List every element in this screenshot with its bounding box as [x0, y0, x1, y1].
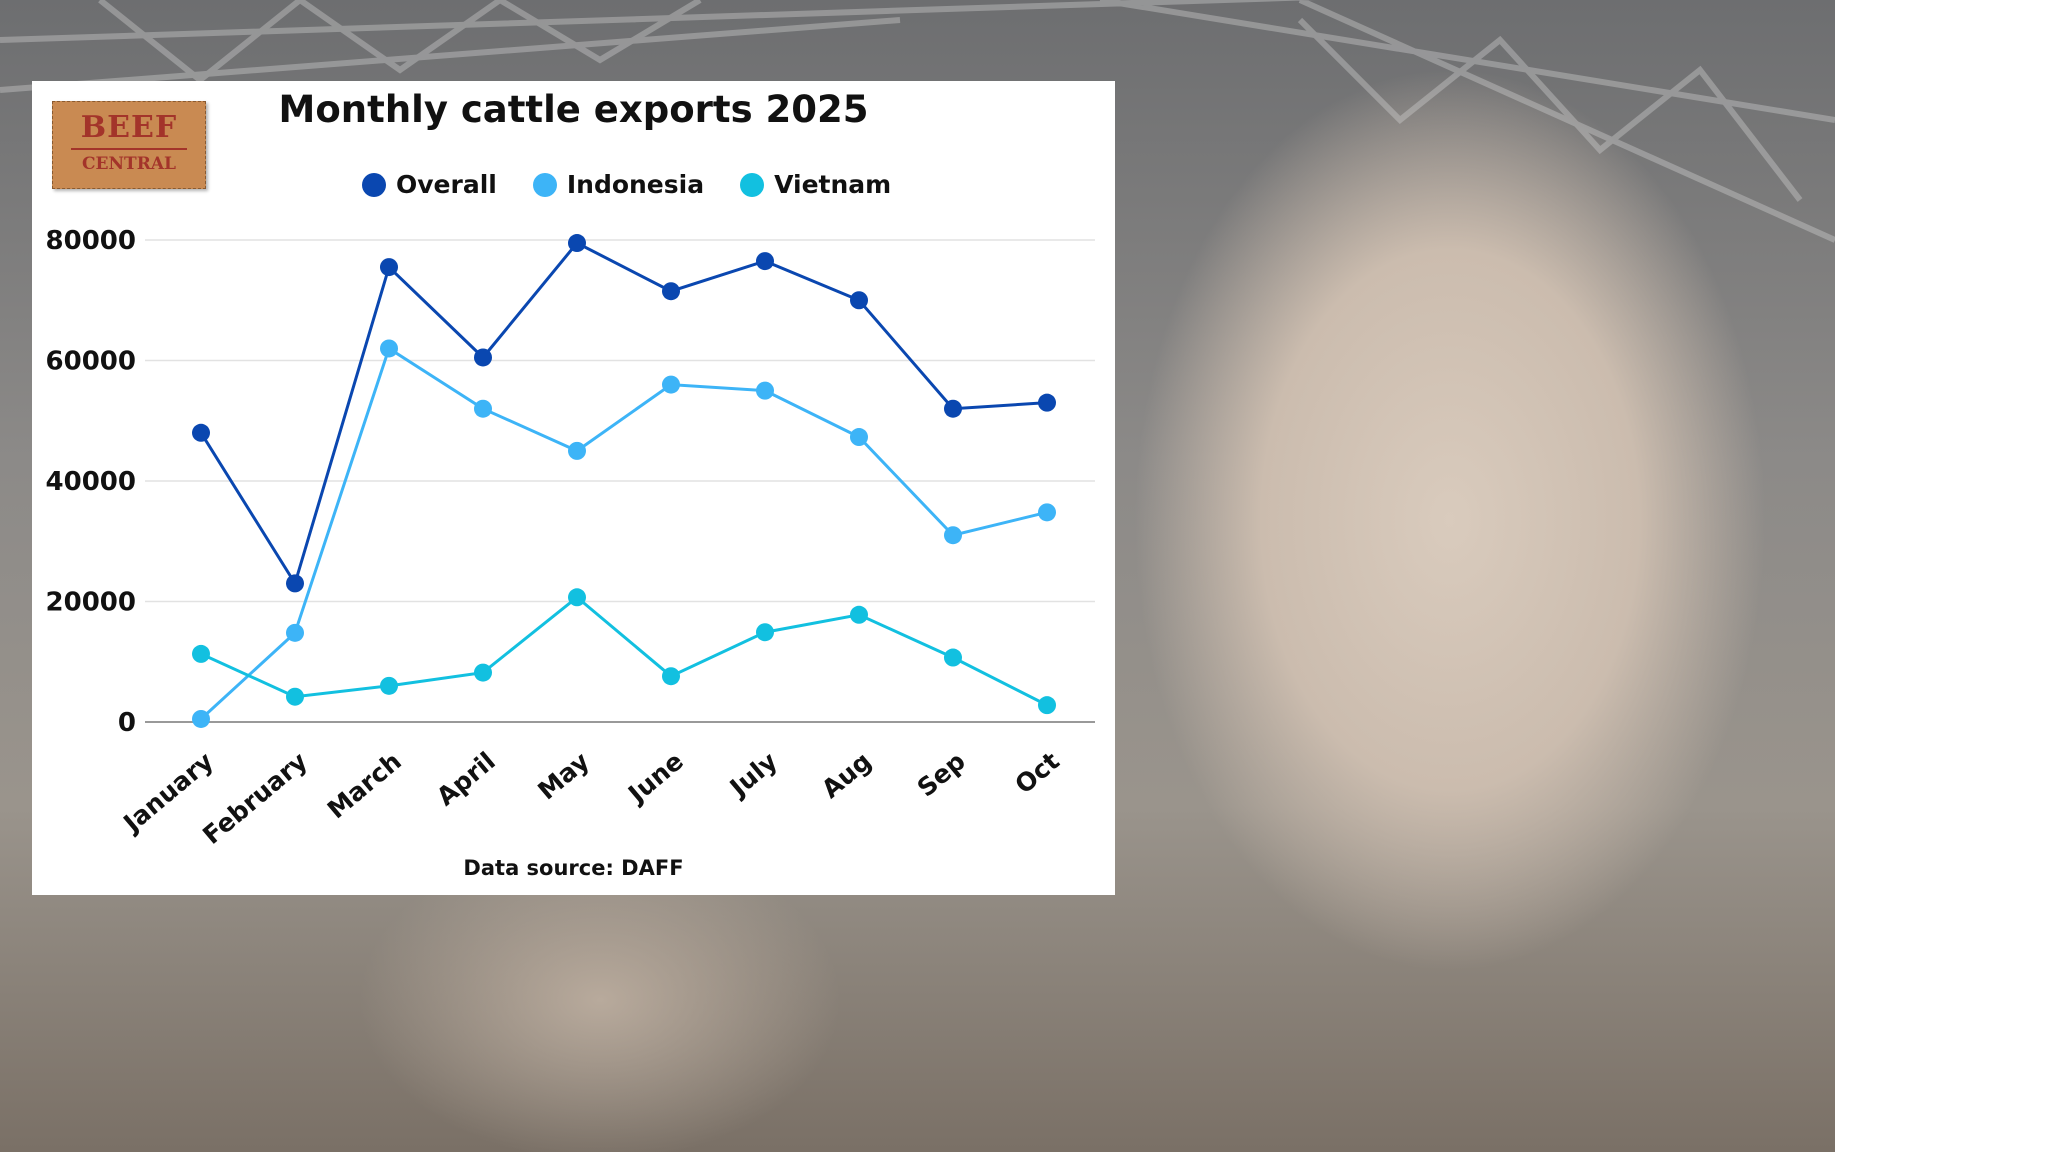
data-point-vietnam	[944, 648, 962, 667]
data-point-overall	[1038, 393, 1056, 412]
data-point-overall	[380, 258, 398, 277]
data-point-indonesia	[850, 428, 868, 447]
legend-swatch	[740, 172, 765, 197]
data-point-indonesia	[568, 441, 586, 460]
data-point-overall	[662, 282, 680, 301]
chart-panel	[32, 81, 1115, 895]
y-tick-label: 40000	[46, 467, 136, 497]
data-point-indonesia	[944, 526, 962, 545]
x-tick-label: May	[532, 746, 595, 805]
data-point-indonesia	[380, 339, 398, 358]
x-tick-label: March	[322, 746, 407, 824]
data-point-vietnam	[286, 687, 304, 706]
x-tick-label: Oct	[1009, 746, 1064, 799]
data-point-indonesia	[192, 709, 210, 728]
legend-swatch	[532, 172, 557, 197]
data-point-overall	[474, 348, 492, 367]
legend-label: Overall	[396, 170, 497, 199]
series-line-indonesia	[199, 346, 1048, 721]
roof-truss	[0, 0, 1835, 243]
data-point-vietnam	[568, 588, 586, 607]
data-point-overall	[192, 423, 210, 442]
data-point-overall	[944, 399, 962, 418]
x-tick-label: June	[621, 746, 689, 809]
legend-item-indonesia: Indonesia	[532, 170, 705, 199]
logo-text-central: CENTRAL	[71, 148, 187, 174]
data-point-indonesia	[474, 399, 492, 418]
data-point-vietnam	[662, 667, 680, 686]
data-point-indonesia	[756, 381, 774, 400]
data-point-overall	[568, 234, 586, 253]
chart-title: Monthly cattle exports 2025	[278, 88, 869, 131]
beef-central-logo: BEEF CENTRAL	[52, 101, 206, 189]
series-line-vietnam	[200, 595, 1048, 707]
data-source-note: Data source: DAFF	[463, 856, 684, 880]
y-tick-label: 20000	[46, 588, 136, 618]
data-point-overall	[286, 574, 304, 593]
x-tick-label: April	[431, 746, 501, 811]
chart-legend: Overall Indonesia Vietnam	[362, 170, 891, 199]
series-line-overall	[199, 241, 1048, 588]
x-tick-label: July	[723, 746, 783, 803]
legend-swatch	[362, 172, 386, 197]
y-tick-label: 0	[118, 708, 136, 738]
logo-text-beef: BEEF	[80, 110, 178, 145]
x-tick-label: Aug	[816, 746, 877, 804]
data-point-vietnam	[474, 663, 492, 682]
data-point-vietnam	[192, 644, 210, 663]
data-point-indonesia	[286, 623, 304, 642]
data-point-indonesia	[1038, 503, 1056, 522]
data-point-vietnam	[850, 605, 868, 624]
y-tick-label: 80000	[46, 226, 136, 256]
legend-label: Vietnam	[774, 170, 892, 199]
y-tick-label: 60000	[46, 347, 136, 377]
data-point-vietnam	[1038, 696, 1056, 715]
data-point-indonesia	[662, 375, 680, 394]
data-point-vietnam	[380, 676, 398, 695]
legend-item-vietnam: Vietnam	[740, 170, 891, 199]
x-tick-label: Sep	[912, 746, 971, 802]
legend-item-overall: Overall	[362, 170, 497, 199]
x-tick-label: February	[197, 746, 313, 850]
data-point-vietnam	[756, 623, 774, 642]
data-point-overall	[850, 291, 868, 310]
data-point-overall	[756, 252, 774, 271]
legend-label: Indonesia	[566, 170, 705, 199]
